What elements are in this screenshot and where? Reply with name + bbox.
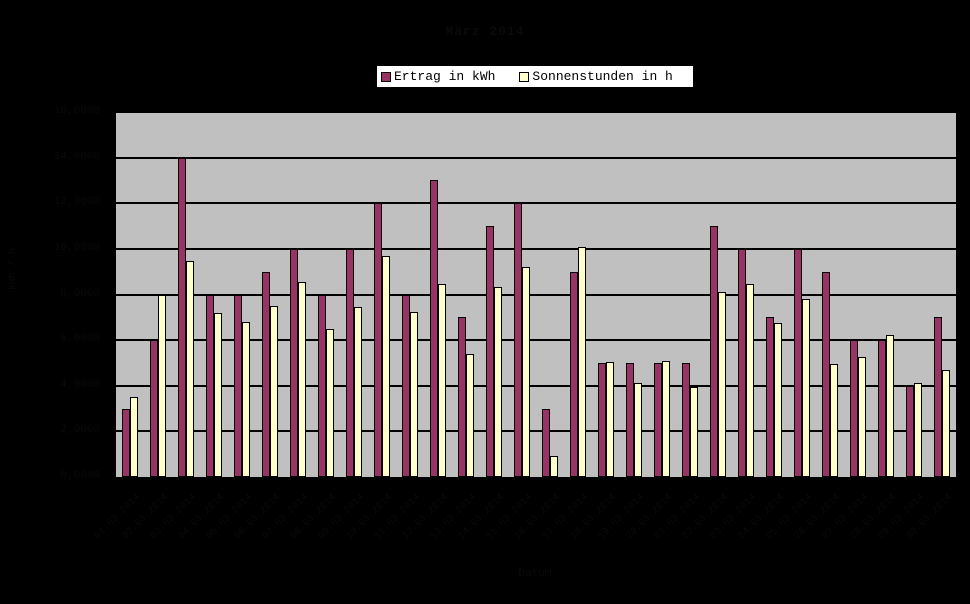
ertrag-swatch-icon: [381, 71, 391, 82]
bar-ertrag: [766, 317, 774, 477]
y-axis-title: kWh / h: [8, 247, 19, 290]
bar-sonnenstunden: [326, 328, 334, 477]
bar-ertrag: [234, 294, 242, 477]
gridline: [116, 430, 956, 433]
bar-sonnenstunden: [830, 363, 838, 477]
bar-sonnenstunden: [410, 311, 418, 477]
legend: Ertrag in kWh Sonnenstunden in h: [376, 65, 694, 88]
bar-sonnenstunden: [158, 294, 166, 477]
bar-sonnenstunden: [130, 397, 138, 477]
bar-sonnenstunden: [662, 360, 670, 477]
y-tick-label: 0,0000: [60, 470, 100, 482]
bar-sonnenstunden: [466, 353, 474, 477]
gridline: [116, 339, 956, 342]
bar-ertrag: [122, 408, 130, 477]
bar-sonnenstunden: [718, 291, 726, 477]
bar-sonnenstunden: [438, 283, 446, 477]
bar-sonnenstunden: [774, 322, 782, 477]
bar-ertrag: [374, 203, 382, 477]
y-tick-label: 16,0000: [53, 105, 100, 117]
legend-label: Ertrag in kWh: [394, 69, 496, 84]
bar-sonnenstunden: [242, 321, 250, 477]
gridline: [116, 202, 956, 205]
bar-ertrag: [542, 408, 550, 477]
gridline: [116, 247, 956, 250]
chart-title: März 2014: [445, 24, 525, 39]
y-tick-label: 8,0000: [60, 287, 100, 300]
bar-ertrag: [262, 271, 270, 477]
y-tick-label: 4,0000: [60, 378, 100, 391]
bar-sonnenstunden: [886, 334, 894, 477]
bar-ertrag: [598, 362, 606, 477]
y-tick-label: 2,0000: [60, 424, 100, 437]
bar-ertrag: [206, 294, 214, 477]
bar-ertrag: [514, 203, 522, 477]
bar-ertrag: [822, 271, 830, 477]
bar-sonnenstunden: [606, 361, 614, 477]
bar-sonnenstunden: [214, 312, 222, 477]
gridline: [116, 384, 956, 387]
bar-sonnenstunden: [550, 456, 558, 477]
bar-sonnenstunden: [858, 356, 866, 477]
bar-sonnenstunden: [298, 281, 306, 477]
bar-ertrag: [710, 226, 718, 477]
bar-ertrag: [570, 271, 578, 477]
bar-sonnenstunden: [494, 286, 502, 477]
bar-sonnenstunden: [186, 261, 194, 477]
bar-ertrag: [654, 362, 662, 477]
y-tick-label: 10,0000: [53, 241, 100, 254]
bar-ertrag: [178, 157, 186, 477]
bar-ertrag: [850, 340, 858, 477]
bar-sonnenstunden: [942, 369, 950, 477]
bar-ertrag: [458, 317, 466, 477]
bar-sonnenstunden: [578, 246, 586, 477]
bar-ertrag: [150, 340, 158, 477]
bar-sonnenstunden: [354, 306, 362, 477]
bar-sonnenstunden: [802, 298, 810, 477]
y-tick-label: 12,0000: [53, 196, 100, 209]
bar-sonnenstunden: [382, 256, 390, 477]
bar-sonnenstunden: [746, 284, 754, 477]
bar-ertrag: [906, 385, 914, 477]
bar-ertrag: [318, 294, 326, 477]
y-tick-label: 6,0000: [60, 333, 100, 346]
bar-sonnenstunden: [634, 382, 642, 477]
gridline: [116, 156, 956, 159]
y-tick-label: 14,0000: [53, 150, 100, 163]
bar-ertrag: [794, 248, 802, 477]
bar-sonnenstunden: [914, 382, 922, 477]
bar-ertrag: [346, 248, 354, 477]
bar-ertrag: [682, 362, 690, 477]
bar-sonnenstunden: [690, 386, 698, 477]
bar-ertrag: [934, 317, 942, 477]
gridline: [116, 293, 956, 296]
legend-item-sonnenstunden: Sonnenstunden in h: [519, 69, 673, 84]
bar-ertrag: [626, 362, 634, 477]
legend-item-ertrag: Ertrag in kWh: [381, 69, 495, 84]
bar-ertrag: [290, 248, 298, 477]
sonnenstunden-swatch-icon: [519, 71, 530, 82]
bar-ertrag: [402, 294, 410, 477]
bar-ertrag: [738, 248, 746, 477]
bar-ertrag: [430, 180, 438, 477]
legend-label: Sonnenstunden in h: [532, 69, 673, 84]
bar-sonnenstunden: [522, 267, 530, 477]
bar-ertrag: [486, 226, 494, 477]
gridline: [116, 111, 956, 113]
bar-ertrag: [878, 340, 886, 477]
x-axis-title: Datum: [518, 568, 552, 580]
plot-area: [115, 111, 956, 479]
bar-sonnenstunden: [270, 305, 278, 477]
